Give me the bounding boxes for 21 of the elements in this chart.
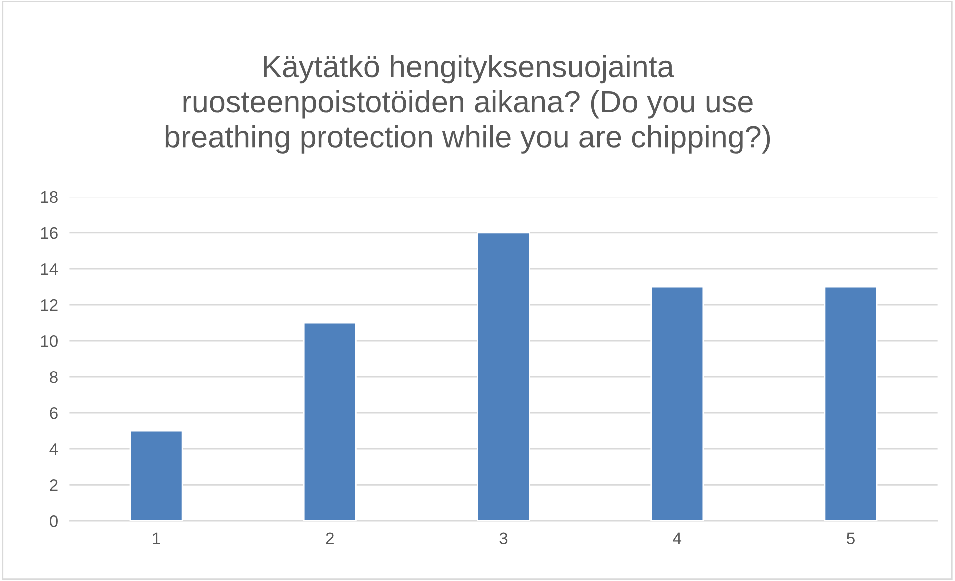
x-tick-label: 4	[673, 532, 682, 544]
y-tick-label: 18	[41, 191, 58, 204]
chart-title: Käytätkö hengityksensuojainta ruosteenpoistotöiden aikana? (Do you use breathing protection while you are chipping?)	[166, 55, 770, 154]
y-tick-label: 2	[50, 480, 58, 492]
bar	[824, 286, 878, 522]
x-tick-label: 3	[500, 532, 508, 545]
bar	[303, 322, 357, 522]
y-tick-label: 12	[41, 299, 58, 312]
x-tick-label: 1	[153, 532, 160, 544]
y-tick-label: 10	[41, 335, 58, 348]
x-tick-label: 2	[326, 532, 334, 544]
y-tick-label: 16	[41, 227, 58, 240]
y-tick-label: 0	[50, 516, 58, 528]
y-tick-label: 6	[50, 407, 58, 420]
y-tick-label: 14	[41, 264, 58, 276]
bar	[650, 286, 704, 522]
x-tick-label: 5	[847, 532, 855, 545]
y-tick-label: 8	[50, 371, 58, 384]
y-tick-label: 4	[50, 444, 58, 456]
bar	[130, 430, 184, 522]
bar	[477, 232, 530, 522]
